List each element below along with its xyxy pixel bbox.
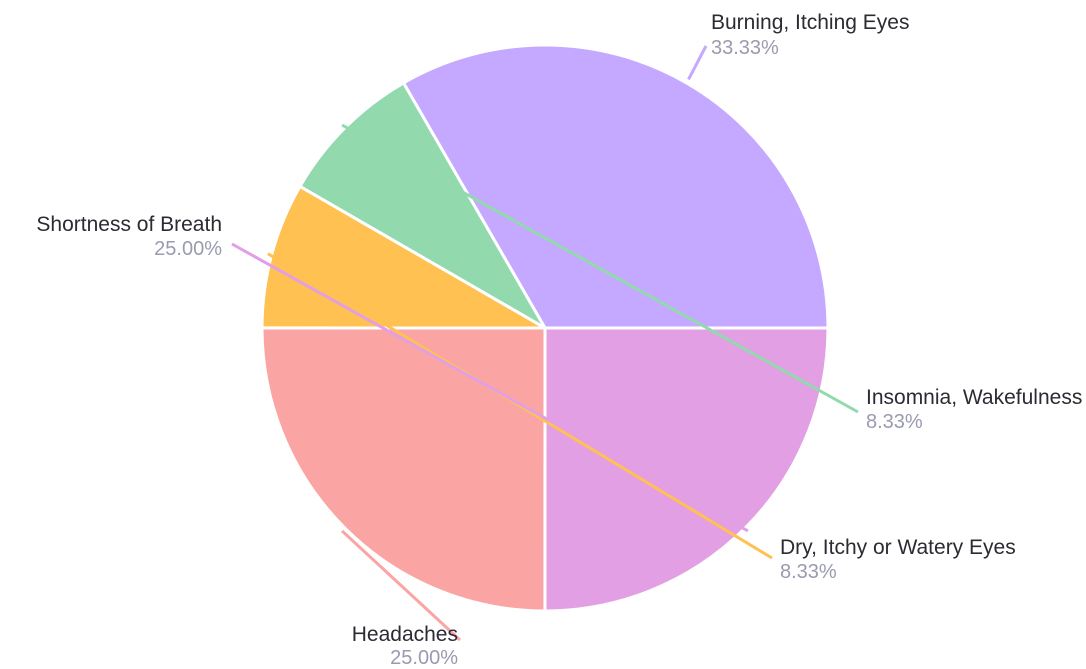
pie-slice-burning-itching-eyes[interactable] (402, 43, 830, 330)
slice-value-dry-itchy-or-watery-eyes: 8.33% (780, 561, 837, 583)
slice-label-headaches: Headaches (352, 623, 458, 646)
pie-labels: Burning, Itching Eyes 33.33% Insomnia, Wak… (36, 11, 1082, 669)
slice-value-insomnia-wakefulness: 8.33% (866, 411, 923, 433)
leader-line-shortness-of-breath (231, 242, 749, 533)
pie-slice-headaches[interactable] (260, 326, 547, 613)
slice-value-burning-itching-eyes: 33.33% (711, 37, 779, 59)
leader-line-insomnia-wakefulness (341, 123, 859, 414)
slice-label-shortness-of-breath: Shortness of Breath (36, 213, 222, 236)
slice-value-headaches: 25.00% (390, 647, 458, 669)
pie-leader-lines (231, 45, 859, 642)
pie-slices (260, 43, 830, 613)
leader-line-burning-itching-eyes (687, 45, 708, 81)
slice-label-insomnia-wakefulness: Insomnia, Wakefulness (866, 386, 1082, 409)
leader-line-headaches (340, 529, 462, 642)
slice-value-shortness-of-breath: 25.00% (154, 238, 222, 260)
slice-label-burning-itching-eyes: Burning, Itching Eyes (711, 11, 909, 34)
slice-label-dry-itchy-or-watery-eyes: Dry, Itchy or Watery Eyes (780, 536, 1016, 559)
